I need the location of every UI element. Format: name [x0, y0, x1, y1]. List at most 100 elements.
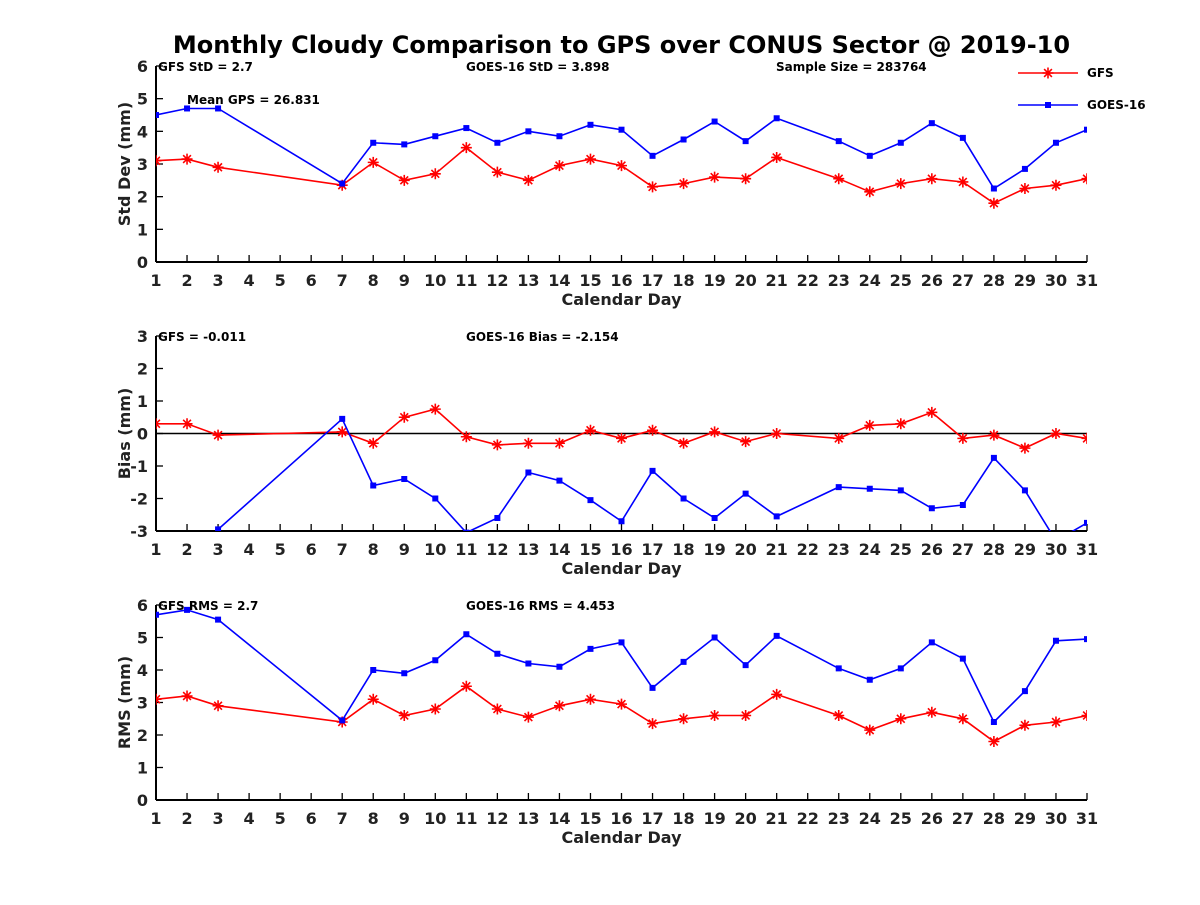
stat-annotation: GFS = -0.011: [158, 330, 246, 344]
x-tick-label: 13: [517, 540, 539, 559]
data-point: [616, 432, 627, 444]
data-point: [678, 437, 690, 449]
data-point: [959, 655, 966, 662]
legend-label: GOES-16: [1087, 98, 1146, 112]
data-point: [1052, 139, 1059, 146]
data-point: [835, 665, 842, 672]
data-point: [680, 495, 687, 502]
data-point: [709, 426, 721, 438]
data-point: [771, 151, 783, 163]
data-point: [771, 688, 783, 700]
x-tick-label: 30: [1045, 540, 1067, 559]
series-gfs: [156, 403, 1087, 454]
x-tick-label: 16: [610, 271, 632, 290]
stat-annotation: GOES-16 Bias = -2.154: [466, 330, 619, 344]
data-point: [156, 418, 162, 430]
data-point: [895, 418, 907, 430]
data-point: [556, 663, 563, 670]
stat-annotation: GFS StD = 2.7: [158, 60, 253, 74]
series-goes-16: [156, 105, 1087, 192]
x-tick-label: 2: [181, 271, 192, 290]
data-point: [1019, 442, 1031, 454]
series-line: [156, 107, 1087, 190]
y-tick-label: 6: [137, 57, 148, 76]
data-point: [895, 713, 907, 725]
data-point: [156, 112, 159, 118]
x-tick-label: 18: [672, 540, 694, 559]
data-point: [988, 429, 1000, 441]
data-point: [618, 126, 625, 133]
y-tick-label: 0: [137, 425, 148, 444]
x-tick-label: 1: [150, 540, 161, 559]
data-point: [587, 497, 594, 504]
x-tick-label: 26: [921, 809, 943, 828]
data-point: [711, 118, 718, 125]
x-tick-label: 29: [1014, 540, 1036, 559]
y-tick-label: 0: [137, 791, 148, 810]
x-axis-label: Calendar Day: [562, 290, 683, 309]
x-tick-label: 22: [797, 809, 819, 828]
data-point: [401, 141, 408, 148]
data-point: [988, 197, 1000, 209]
data-point: [616, 698, 627, 710]
y-axis-label: RMS (mm): [115, 656, 134, 749]
data-point: [742, 490, 749, 497]
data-point: [1021, 487, 1028, 494]
y-tick-label: 6: [137, 596, 148, 615]
data-point: [398, 174, 410, 186]
data-point: [740, 710, 752, 721]
x-tick-label: 3: [212, 271, 223, 290]
data-point: [1021, 688, 1028, 695]
x-tick-label: 15: [579, 540, 601, 559]
data-point: [339, 415, 346, 422]
data-point: [771, 428, 783, 439]
x-tick-label: 20: [735, 271, 757, 290]
data-point: [184, 105, 191, 112]
data-point: [584, 693, 596, 705]
x-tick-label: 14: [548, 540, 570, 559]
data-point: [864, 419, 876, 431]
data-point: [866, 676, 873, 683]
data-point: [367, 156, 379, 168]
data-point: [618, 639, 625, 646]
data-point: [522, 174, 534, 186]
x-tick-label: 26: [921, 271, 943, 290]
data-point: [494, 515, 501, 521]
data-point: [742, 662, 749, 669]
x-tick-label: 16: [610, 540, 632, 559]
data-point: [1050, 428, 1062, 439]
x-tick-label: 4: [244, 540, 255, 559]
y-tick-label: -1: [130, 457, 148, 476]
x-tick-label: 30: [1045, 809, 1067, 828]
data-point: [370, 482, 377, 489]
x-tick-label: 8: [368, 271, 379, 290]
x-tick-label: 7: [337, 540, 348, 559]
data-point: [1019, 719, 1031, 731]
legend-marker: [1042, 67, 1054, 79]
chart-panel-2: 1 2 3 4 5 6 7 8 9 10 11 12 13 14 15 16 17 18 19 20 21 22 23 24 2…: [115, 327, 1098, 578]
data-point: [740, 173, 752, 185]
data-point: [866, 152, 873, 159]
data-point: [181, 153, 193, 165]
data-point: [181, 418, 193, 430]
data-point: [742, 138, 749, 145]
x-tick-label: 2: [181, 809, 192, 828]
data-point: [649, 684, 656, 691]
x-tick-label: 28: [983, 809, 1005, 828]
x-tick-label: 16: [610, 809, 632, 828]
plot-area: [156, 403, 1087, 531]
y-tick-label: 4: [137, 122, 148, 141]
x-tick-label: 11: [455, 809, 477, 828]
data-point: [928, 120, 935, 127]
x-tick-label: 12: [486, 809, 508, 828]
data-point: [584, 424, 596, 436]
data-point: [401, 476, 408, 482]
x-tick-label: 4: [244, 271, 255, 290]
x-tick-label: 28: [983, 271, 1005, 290]
data-point: [1084, 519, 1087, 526]
data-point: [988, 736, 1000, 747]
data-point: [212, 161, 224, 173]
plot-area: [156, 606, 1087, 747]
data-point: [957, 713, 969, 725]
data-point: [367, 437, 379, 449]
